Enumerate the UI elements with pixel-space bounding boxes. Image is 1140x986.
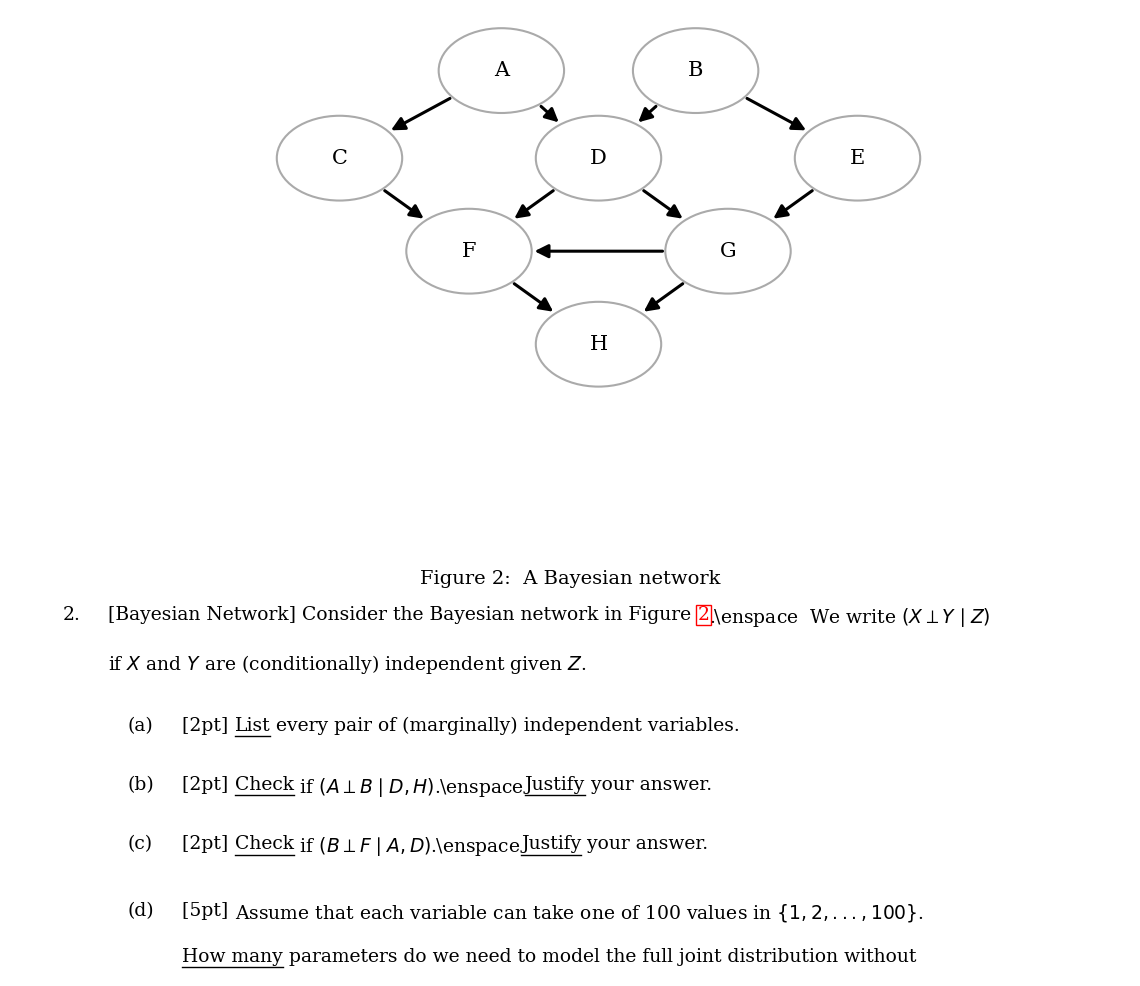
Text: [2pt]: [2pt] [182,717,235,735]
Text: if $(B \perp F \mid A, D)$.\enspace: if $(B \perp F \mid A, D)$.\enspace [294,835,521,858]
Text: C: C [332,149,348,168]
Text: if $(A \perp B \mid D, H)$.\enspace: if $(A \perp B \mid D, H)$.\enspace [294,776,524,799]
Text: D: D [591,149,606,168]
Ellipse shape [439,29,564,113]
Text: if $X$ and $Y$ are (conditionally) independent given $Z$.: if $X$ and $Y$ are (conditionally) indep… [108,653,587,675]
Ellipse shape [536,302,661,387]
Text: [2pt]: [2pt] [182,835,235,853]
Text: .\enspace  We write $(X \perp Y \mid Z)$: .\enspace We write $(X \perp Y \mid Z)$ [709,606,991,629]
Bar [697,605,710,625]
Text: Justify: Justify [524,776,585,794]
Text: H: H [589,334,608,354]
Ellipse shape [406,209,531,294]
Ellipse shape [795,115,920,200]
Text: your answer.: your answer. [581,835,709,853]
Text: your answer.: your answer. [585,776,712,794]
Text: [2pt]: [2pt] [182,776,235,794]
Text: G: G [719,242,736,260]
Text: A: A [494,61,508,80]
Text: (a): (a) [128,717,154,735]
Ellipse shape [666,209,791,294]
Text: [5pt]: [5pt] [182,902,235,920]
Text: (c): (c) [128,835,153,853]
Text: Figure 2:  A Bayesian network: Figure 2: A Bayesian network [420,570,720,588]
Text: Assume that each variable can take one of 100 values in $\{1, 2, ..., 100\}$.: Assume that each variable can take one o… [235,902,923,924]
Text: How many: How many [182,948,283,965]
Text: (b): (b) [128,776,154,794]
Ellipse shape [633,29,758,113]
Text: B: B [687,61,703,80]
Text: (d): (d) [128,902,154,920]
Ellipse shape [536,115,661,200]
Text: every pair of (marginally) independent variables.: every pair of (marginally) independent v… [270,717,740,736]
Text: 2: 2 [698,606,709,624]
Text: Check: Check [235,776,294,794]
Text: List: List [235,717,270,735]
Text: Check: Check [235,835,294,853]
Text: parameters do we need to model the full joint distribution without: parameters do we need to model the full … [283,948,917,965]
Text: F: F [462,242,477,260]
Ellipse shape [277,115,402,200]
Text: 2.: 2. [63,606,81,624]
Text: [Bayesian Network] Consider the Bayesian network in Figure: [Bayesian Network] Consider the Bayesian… [108,606,698,624]
Text: Justify: Justify [521,835,581,853]
Text: E: E [850,149,865,168]
